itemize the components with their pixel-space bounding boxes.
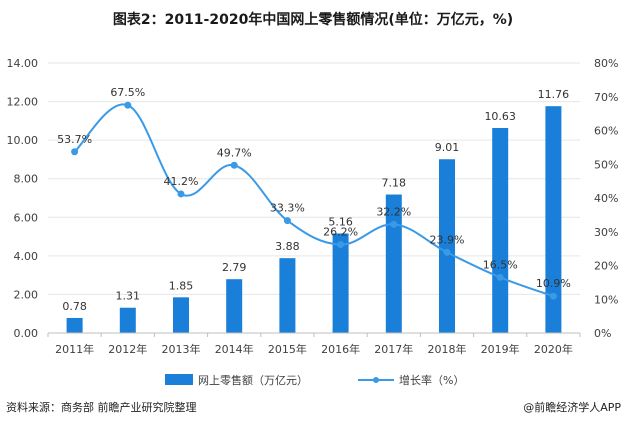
growth-data-label: 26.2% [323, 226, 358, 239]
bar [332, 233, 349, 333]
growth-data-label: 10.9% [536, 277, 571, 290]
bar [279, 258, 296, 333]
bar-data-label: 5.16 [328, 215, 353, 228]
bar [492, 127, 509, 333]
bar [173, 297, 189, 333]
bar-data-label: 1.85 [169, 279, 194, 292]
source-note: 资料来源：商务部 前瞻产业研究院整理 [6, 400, 197, 414]
legend-bar-swatch [165, 374, 193, 385]
y-right-tick-label: 50% [594, 158, 618, 171]
line-series: 53.7% 67.5% 41.2% 49.7% 33.3% 26.2% 32.2% 23.9%… [57, 86, 571, 300]
y-right-tick-label: 60% [594, 125, 618, 138]
bar [226, 279, 243, 333]
growth-point [443, 248, 451, 256]
y-left-tick-label: 14.00 [7, 57, 39, 70]
growth-data-label: 23.9% [430, 233, 465, 246]
bar-data-label: 7.18 [382, 177, 407, 190]
brand-note: @前瞻经济学人APP [523, 400, 621, 414]
growth-data-label: 33.3% [270, 202, 305, 215]
x-tick-label: 2019年 [481, 342, 520, 356]
x-tick-label: 2017年 [374, 342, 413, 356]
bar-data-label: 0.78 [62, 300, 87, 313]
legend-line-label: 增长率（%） [399, 373, 464, 387]
x-tick-label: 2016年 [321, 342, 360, 356]
bar [66, 317, 83, 333]
growth-point [283, 217, 291, 225]
y-right-tick-label: 80% [594, 57, 618, 70]
bar-data-label: 11.76 [538, 88, 570, 101]
x-tick-label: 2020年 [534, 342, 573, 356]
x-tick-label: 2015年 [268, 342, 307, 356]
growth-data-label: 49.7% [217, 146, 252, 159]
x-tick-label: 2014年 [215, 342, 254, 356]
growth-data-label: 32.2% [376, 205, 411, 218]
y-right-tick-label: 30% [594, 226, 618, 239]
legend-line-marker [373, 377, 379, 383]
y-right-tick-label: 70% [594, 91, 618, 104]
growth-data-label: 41.2% [164, 175, 199, 188]
growth-point [71, 148, 79, 156]
bar-data-label: 1.31 [116, 290, 141, 303]
y-right-tick-label: 10% [594, 293, 618, 306]
y-left-tick-label: 8.00 [14, 173, 39, 186]
bar-data-label: 3.88 [275, 240, 300, 253]
x-tick-label: 2018年 [428, 342, 467, 356]
bar [385, 194, 402, 333]
growth-point [177, 190, 185, 198]
x-tick-label: 2013年 [162, 342, 201, 356]
axes: 0.00 2.00 4.00 6.00 8.00 10.00 12.00 14.00 0% 10%… [7, 57, 619, 356]
bar [545, 106, 562, 333]
y-left-tick-label: 6.00 [14, 211, 39, 224]
y-left-tick-label: 2.00 [14, 288, 39, 301]
growth-point [496, 273, 504, 281]
growth-point [337, 241, 345, 249]
bar-data-label: 10.63 [484, 110, 516, 123]
y-right-tick-label: 0% [594, 327, 611, 340]
growth-line [73, 103, 554, 298]
bar-data-label: 9.01 [435, 141, 460, 154]
y-left-tick-label: 10.00 [7, 134, 39, 147]
growth-point [390, 220, 398, 228]
growth-data-label: 16.5% [483, 258, 518, 271]
growth-point [549, 292, 557, 300]
chart-title: 图表2：2011-2020年中国网上零售额情况(单位：万亿元，%) [113, 11, 513, 28]
growth-point [124, 101, 132, 109]
growth-data-label: 67.5% [110, 86, 145, 99]
y-left-tick-label: 12.00 [7, 96, 39, 109]
bar-data-label: 2.79 [222, 261, 247, 274]
gridlines [48, 62, 580, 295]
y-left-tick-label: 0.00 [14, 327, 39, 340]
bar-series: 0.78 1.31 1.85 2.79 3.88 5.16 7.18 9.01 10.63 11.… [62, 88, 569, 333]
legend-bar-label: 网上零售额（万亿元） [198, 373, 308, 387]
legend: 网上零售额（万亿元） 增长率（%） [165, 373, 464, 387]
y-right-tick-label: 40% [594, 192, 618, 205]
y-right-tick-label: 20% [594, 260, 618, 273]
bar [439, 159, 455, 333]
growth-data-label: 53.7% [57, 133, 92, 146]
y-left-tick-label: 4.00 [14, 250, 39, 263]
x-tick-label: 2011年 [55, 342, 94, 356]
growth-point [230, 161, 238, 169]
bar [119, 307, 136, 333]
x-tick-label: 2012年 [108, 342, 147, 356]
